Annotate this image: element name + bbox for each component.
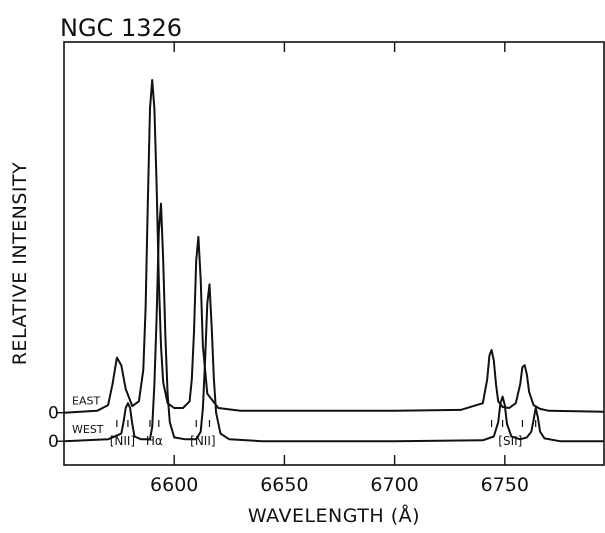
trace-west bbox=[63, 202, 604, 443]
plot-frame bbox=[63, 41, 605, 466]
spectrum-traces bbox=[63, 79, 605, 443]
chart-title: NGC 1326 bbox=[60, 14, 182, 42]
emission-line-markers: [NII] Hα [NII] [SII] bbox=[110, 420, 537, 448]
trace-east bbox=[63, 79, 605, 414]
x-tick-label: 6750 bbox=[481, 474, 529, 496]
line-label: Hα bbox=[146, 434, 163, 448]
x-tick-label: 6600 bbox=[150, 474, 198, 496]
line-label: [NII] bbox=[190, 434, 215, 448]
x-axis-ticks bbox=[173, 42, 506, 465]
trace-label-west: WEST bbox=[72, 423, 104, 436]
trace-label-east: EAST bbox=[72, 395, 100, 408]
x-tick-label: 6650 bbox=[260, 474, 308, 496]
line-label: [NII] bbox=[110, 434, 135, 448]
trace-labels: EAST WEST bbox=[72, 395, 104, 437]
x-axis-label: WAVELENGTH (Å) bbox=[248, 504, 420, 527]
zero-label-west: 0 bbox=[48, 432, 59, 452]
line-label: [SII] bbox=[498, 434, 522, 448]
x-axis-tick-labels: 6600 6650 6700 6750 bbox=[150, 474, 529, 496]
x-tick-label: 6700 bbox=[370, 474, 418, 496]
y-axis-label: RELATIVE INTENSITY bbox=[9, 162, 31, 366]
zero-label-east: 0 bbox=[48, 404, 59, 424]
zero-labels: 00 bbox=[48, 404, 64, 452]
